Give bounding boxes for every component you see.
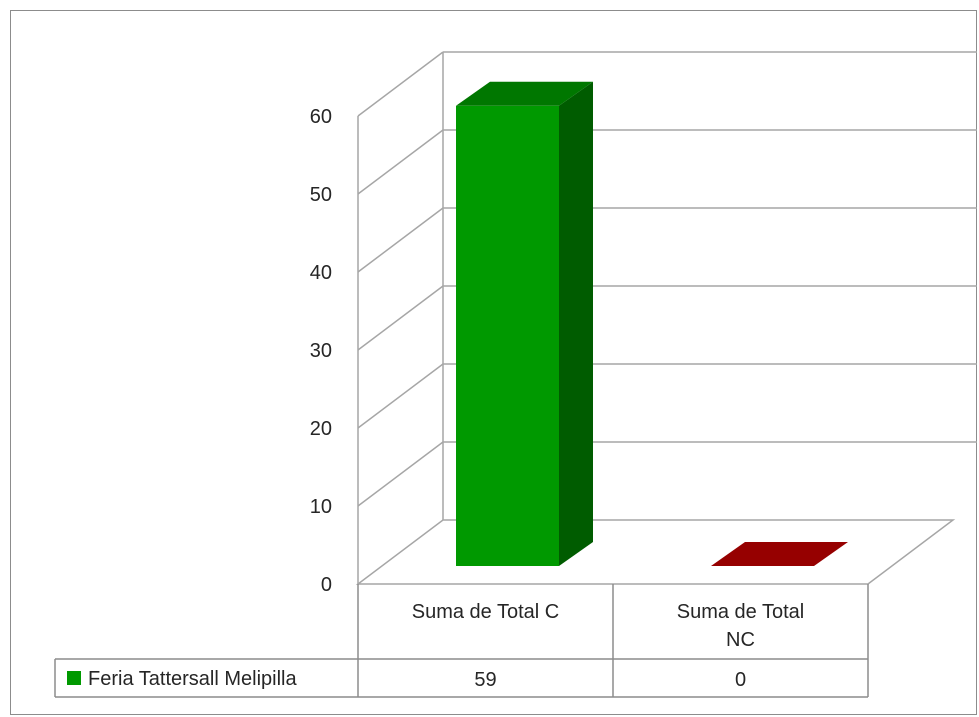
- x-category-label: Suma de Total: [677, 601, 805, 623]
- y-tick-label: 20: [310, 418, 332, 440]
- y-tick-label: 50: [310, 184, 332, 206]
- gridline-side: [357, 285, 444, 351]
- y-tick-label: 30: [310, 340, 332, 362]
- data-table: Suma de Total C Suma de Total NC Feria Tatt…: [54, 584, 869, 698]
- bar-top: [711, 542, 848, 566]
- x-category-label: Suma de Total C: [412, 601, 560, 623]
- y-axis-tick-labels: 0 10 20 30 40 50 60: [310, 106, 332, 596]
- chart-floor: [355, 519, 956, 585]
- gridline-side: [357, 129, 444, 195]
- series-name: Feria Tattersall Melipilla: [88, 668, 297, 690]
- y-tick-label: 60: [310, 106, 332, 128]
- x-category-label: NC: [726, 629, 755, 651]
- y-tick-label: 0: [321, 574, 332, 596]
- gridline-side: [357, 51, 444, 117]
- bars: [456, 81, 848, 567]
- data-table-value: 59: [474, 669, 496, 691]
- data-table-value: 0: [735, 669, 746, 691]
- chart-walls: [355, 52, 956, 585]
- y-tick-label: 40: [310, 262, 332, 284]
- bar-top: [456, 81, 593, 106]
- bar-front: [456, 105, 559, 567]
- gridline-side: [357, 441, 444, 507]
- y-tick-label: 10: [310, 496, 332, 518]
- gridline-side: [357, 207, 444, 273]
- gridline-side: [357, 363, 444, 429]
- bar-side: [559, 81, 593, 567]
- legend-key-icon: [67, 671, 81, 685]
- gridlines: [357, 51, 977, 507]
